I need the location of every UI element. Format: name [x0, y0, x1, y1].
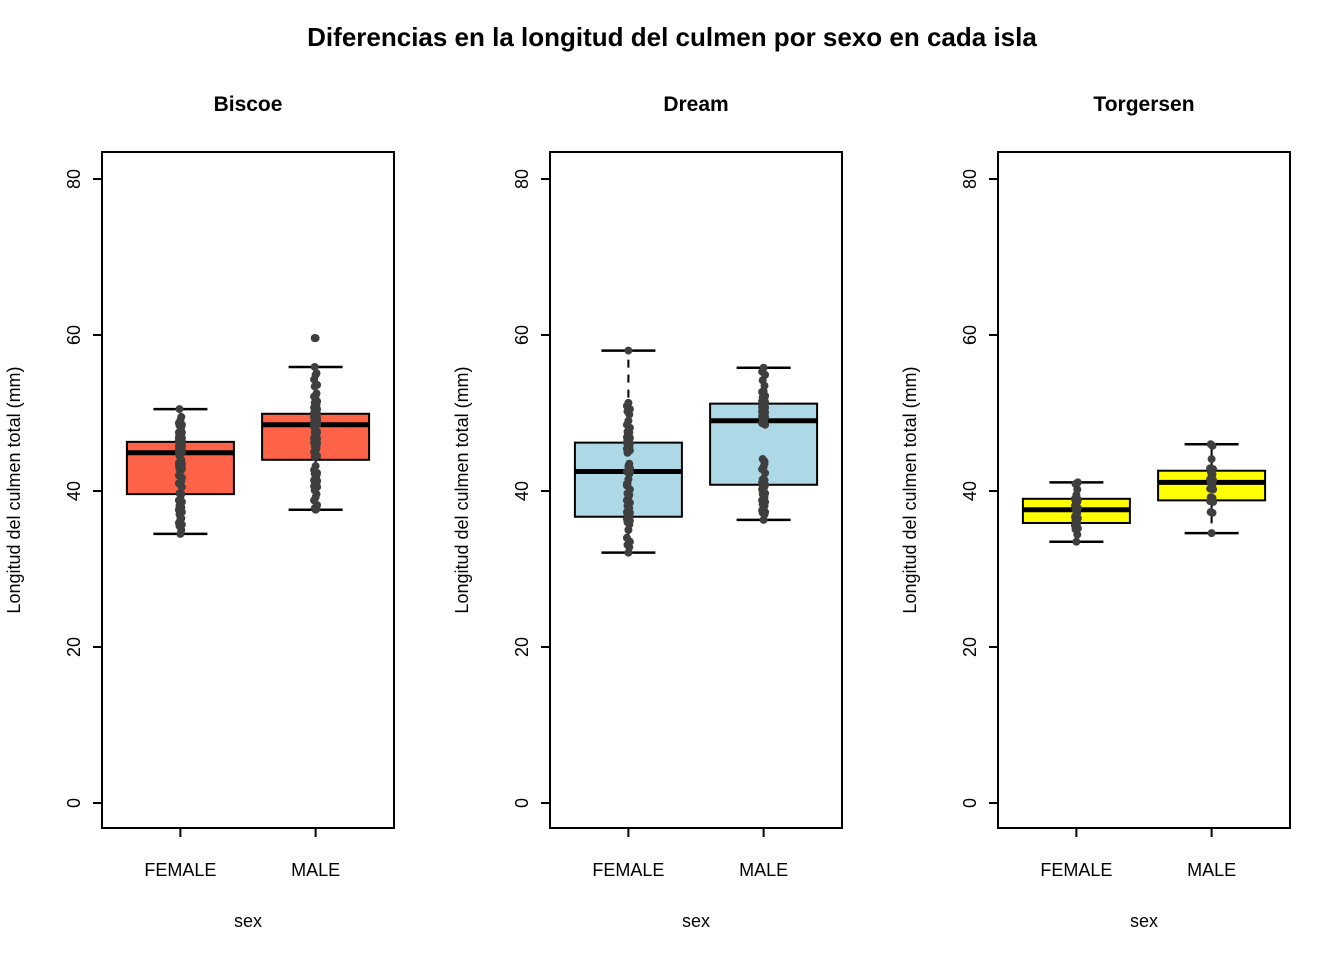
y-axis-label: Longitud del culmen total (mm) [4, 366, 24, 613]
data-point [175, 479, 184, 488]
data-point [1207, 529, 1216, 538]
y-tick-label: 40 [512, 481, 532, 501]
x-tick-label: FEMALE [1040, 860, 1112, 880]
y-tick-label: 40 [64, 481, 84, 501]
x-tick-label: FEMALE [592, 860, 664, 880]
data-point [177, 464, 186, 473]
y-tick-label: 60 [960, 325, 980, 345]
data-point [312, 405, 321, 414]
x-axis-label: sex [1130, 911, 1158, 931]
y-tick-label: 0 [512, 798, 532, 808]
panel-title: Dream [663, 93, 728, 116]
data-point [1072, 537, 1081, 546]
y-tick-label: 20 [64, 637, 84, 657]
data-point [310, 433, 319, 442]
y-tick-label: 20 [960, 637, 980, 657]
data-point [625, 443, 634, 452]
y-tick-label: 80 [64, 169, 84, 189]
data-point [311, 462, 320, 471]
x-axis-label: sex [682, 911, 710, 931]
data-point [175, 489, 184, 498]
data-point [310, 334, 319, 343]
data-point [623, 436, 632, 445]
y-axis-label: Longitud del culmen total (mm) [452, 366, 472, 613]
panel-dream: Dream Longitud del culmen total (mm) 0 20 40… [452, 93, 843, 931]
y-tick-label: 20 [512, 637, 532, 657]
x-tick-label: FEMALE [144, 860, 216, 880]
data-point [758, 475, 767, 484]
y-tick-label: 80 [960, 169, 980, 189]
data-point [624, 398, 633, 407]
panel-title: Torgersen [1093, 93, 1194, 116]
data-point [624, 346, 633, 355]
data-point [1206, 464, 1215, 473]
panel-biscoe: Biscoe Longitud del culmen total (mm) 0 20 4… [4, 93, 395, 931]
data-point [1206, 508, 1215, 517]
data-point [312, 389, 321, 398]
data-point [759, 363, 768, 372]
data-point [1206, 493, 1215, 502]
data-point [625, 464, 634, 473]
data-point [622, 533, 631, 542]
x-tick-label: MALE [291, 860, 340, 880]
figure-title: Diferencias en la longitud del culmen po… [307, 22, 1037, 52]
data-point [624, 416, 633, 425]
data-point [622, 479, 631, 488]
y-tick-label: 0 [960, 798, 980, 808]
data-point [1073, 478, 1082, 487]
data-point [312, 369, 321, 378]
data-point [310, 362, 319, 371]
x-tick-label: MALE [739, 860, 788, 880]
y-tick-label: 60 [64, 325, 84, 345]
y-axis-label: Longitud del culmen total (mm) [900, 366, 920, 613]
data-point [311, 444, 320, 453]
x-tick-label: MALE [1187, 860, 1236, 880]
panel-title: Biscoe [214, 93, 283, 116]
data-point [310, 419, 319, 428]
x-axis-label: sex [234, 911, 262, 931]
panel-torgersen: Torgersen Longitud del culmen total (mm) 0… [900, 93, 1291, 931]
y-tick-label: 40 [960, 481, 980, 501]
data-point [174, 436, 183, 445]
y-tick-label: 80 [512, 169, 532, 189]
data-point [177, 412, 186, 421]
data-point [760, 459, 769, 468]
y-tick-label: 0 [64, 798, 84, 808]
data-point [176, 448, 185, 457]
data-point [175, 405, 184, 414]
y-tick-label: 60 [512, 325, 532, 345]
data-point [1207, 455, 1216, 464]
data-point [1206, 440, 1215, 449]
